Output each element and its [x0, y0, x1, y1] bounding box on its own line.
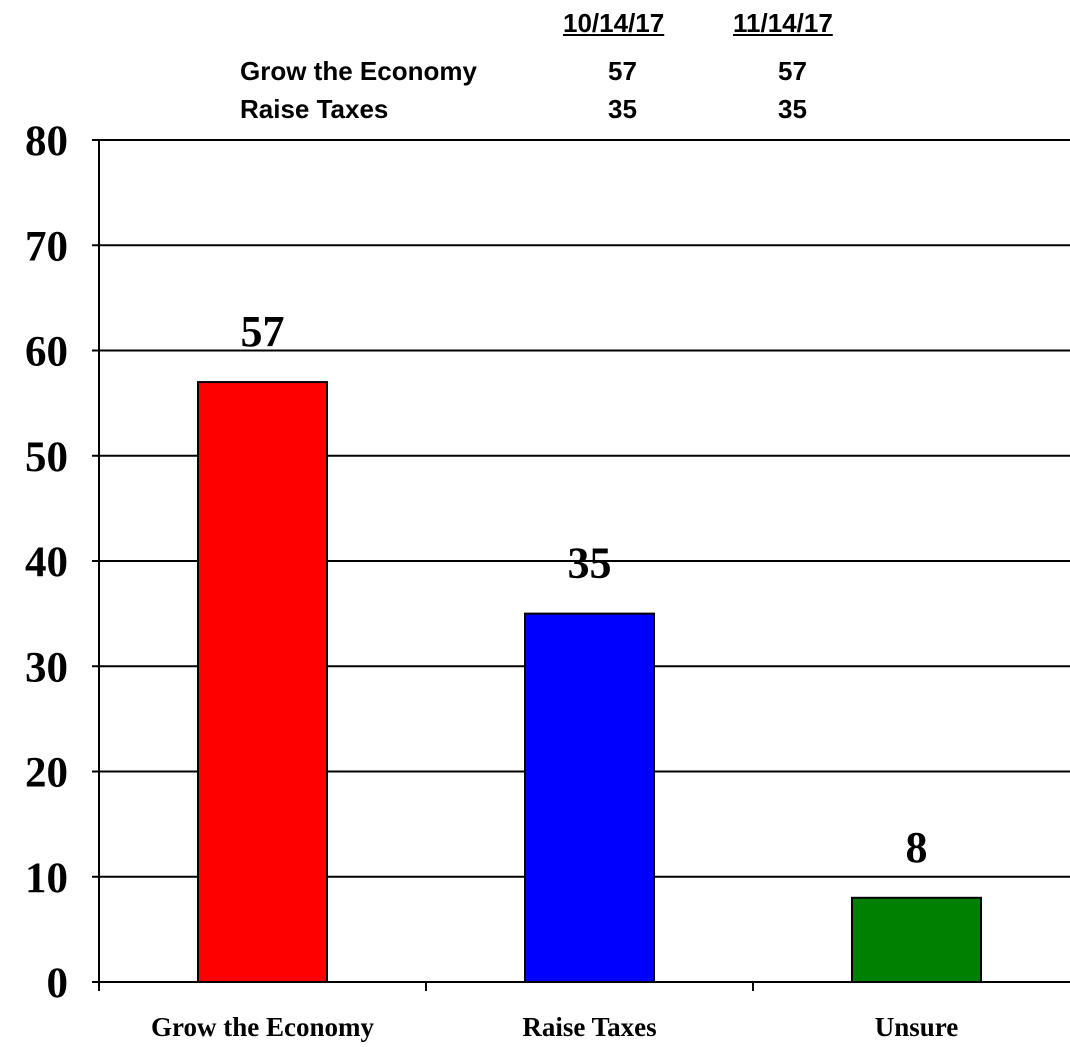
y-tick-label: 10 [25, 855, 68, 902]
bar [851, 896, 982, 983]
trend-row-value: 35 [608, 94, 637, 124]
trend-table: 10/14/17 11/14/17 Grow the Economy 57 57… [0, 0, 1070, 130]
trend-header-1: 10/14/17 [563, 8, 665, 38]
y-tick-label: 50 [25, 434, 68, 481]
trend-header-2: 11/14/17 [733, 8, 833, 38]
y-tick-label: 60 [25, 329, 68, 376]
data-label: 8 [906, 823, 928, 872]
x-tick-label: Grow the Economy [151, 1012, 374, 1042]
trend-row-value: 57 [608, 56, 637, 86]
y-tick-label: 30 [25, 644, 68, 691]
trend-row-label: Grow the Economy [240, 56, 477, 86]
y-tick-label: 70 [25, 223, 68, 270]
trend-row-value: 35 [778, 94, 807, 124]
x-tick-label: Unsure [875, 1012, 959, 1042]
data-label: 57 [241, 307, 285, 356]
y-tick-label: 80 [25, 118, 68, 165]
y-tick-label: 20 [25, 750, 68, 797]
x-tick-label: Raise Taxes [522, 1012, 656, 1042]
data-label: 35 [568, 539, 612, 588]
y-tick-label: 40 [25, 539, 68, 586]
y-tick-label: 0 [47, 960, 69, 1007]
bar [197, 381, 328, 983]
trend-row-label: Raise Taxes [240, 94, 389, 124]
trend-row-value: 57 [778, 56, 807, 86]
bar [524, 612, 655, 983]
